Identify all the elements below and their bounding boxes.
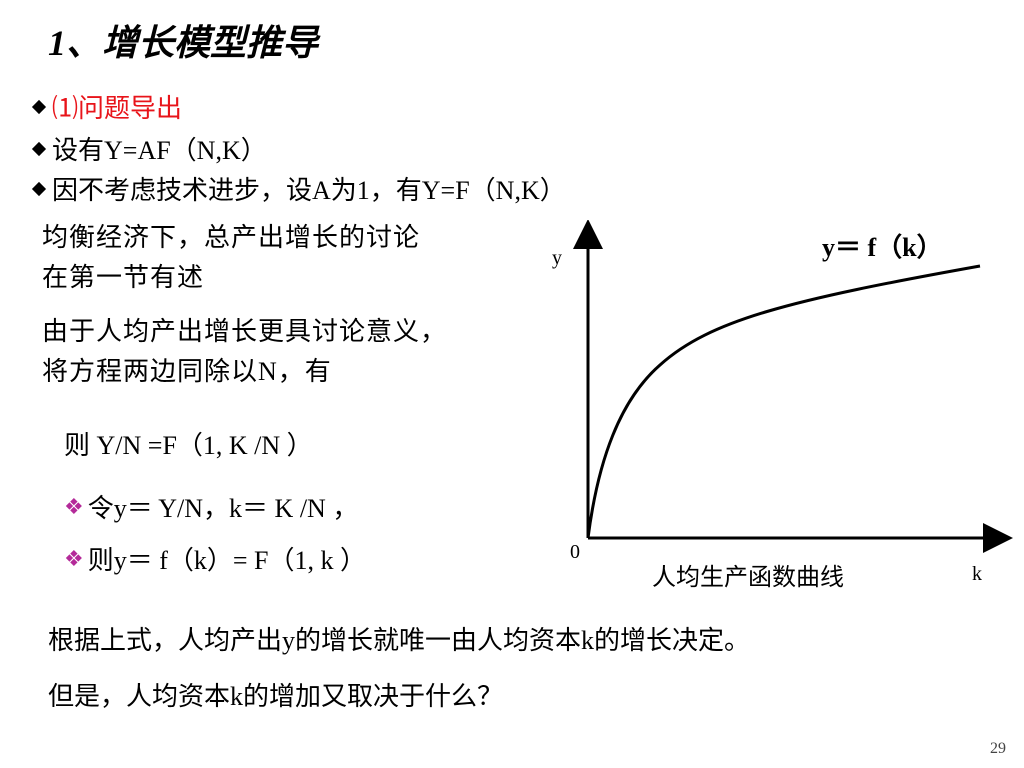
production-curve	[586, 264, 981, 539]
graph-caption: 人均生产函数曲线	[652, 564, 844, 591]
production-function-graph: y 0 k y＝ f（k） 人均生产函数曲线	[552, 220, 1013, 591]
bullet-text: ⑴问题导出	[52, 94, 183, 123]
bullet-item-question: ⑴问题导出	[28, 88, 182, 125]
conclusion-line-1: 根据上式，人均产出y的增长就唯一由人均资本k的增长决定。	[48, 626, 751, 655]
x-axis-label: k	[972, 563, 982, 585]
paragraph-line: 均衡经济下，总产出增长的讨论	[42, 223, 421, 252]
paragraph-line: 将方程两边同除以N，有	[42, 357, 332, 386]
sub-bullet-definition: ❖ 令y＝ Y/N，k＝ K /N ，	[64, 488, 358, 525]
four-diamond-icon: ❖	[64, 493, 84, 519]
paragraph-line: 由于人均产出增长更具讨论意义，	[42, 317, 448, 346]
bullet-item-production: 设有Y=AF（N,K）	[28, 130, 267, 167]
slide-title: 1、增长模型推导	[48, 23, 319, 63]
sub-bullet-function: ❖ 则y＝ f（k）= F（1, k ）	[64, 540, 366, 577]
sub-bullet-text: 令y＝ Y/N，k＝ K /N ，	[87, 494, 359, 523]
paragraph-line: 在第一节有述	[42, 263, 205, 292]
y-axis-label: y	[552, 247, 562, 269]
curve-label: y＝ f（k）	[822, 233, 943, 262]
conclusion-line-2: 但是，人均资本k的增加又取决于什么？	[48, 682, 504, 711]
four-diamond-icon: ❖	[64, 545, 84, 571]
paragraph-equilibrium: 均衡经济下，总产出增长的讨论 在第一节有述	[42, 218, 420, 298]
paragraph-per-capita: 由于人均产出增长更具讨论意义， 将方程两边同除以N，有	[42, 312, 447, 392]
diamond-icon	[31, 181, 47, 196]
bullet-item-assumption: 因不考虑技术进步，设A为1，有Y=F（N,K）	[28, 170, 566, 207]
bullet-text: 因不考虑技术进步，设A为1，有Y=F（N,K）	[52, 176, 566, 205]
diamond-icon	[31, 99, 47, 114]
page-number: 29	[990, 740, 1006, 757]
origin-label: 0	[570, 541, 580, 563]
diamond-icon	[31, 141, 47, 156]
sub-bullet-text: 则y＝ f（k）= F（1, k ）	[87, 546, 367, 575]
bullet-text: 设有Y=AF（N,K）	[52, 136, 267, 165]
equation: 则 Y/N =F（1, K /N ）	[64, 431, 313, 460]
